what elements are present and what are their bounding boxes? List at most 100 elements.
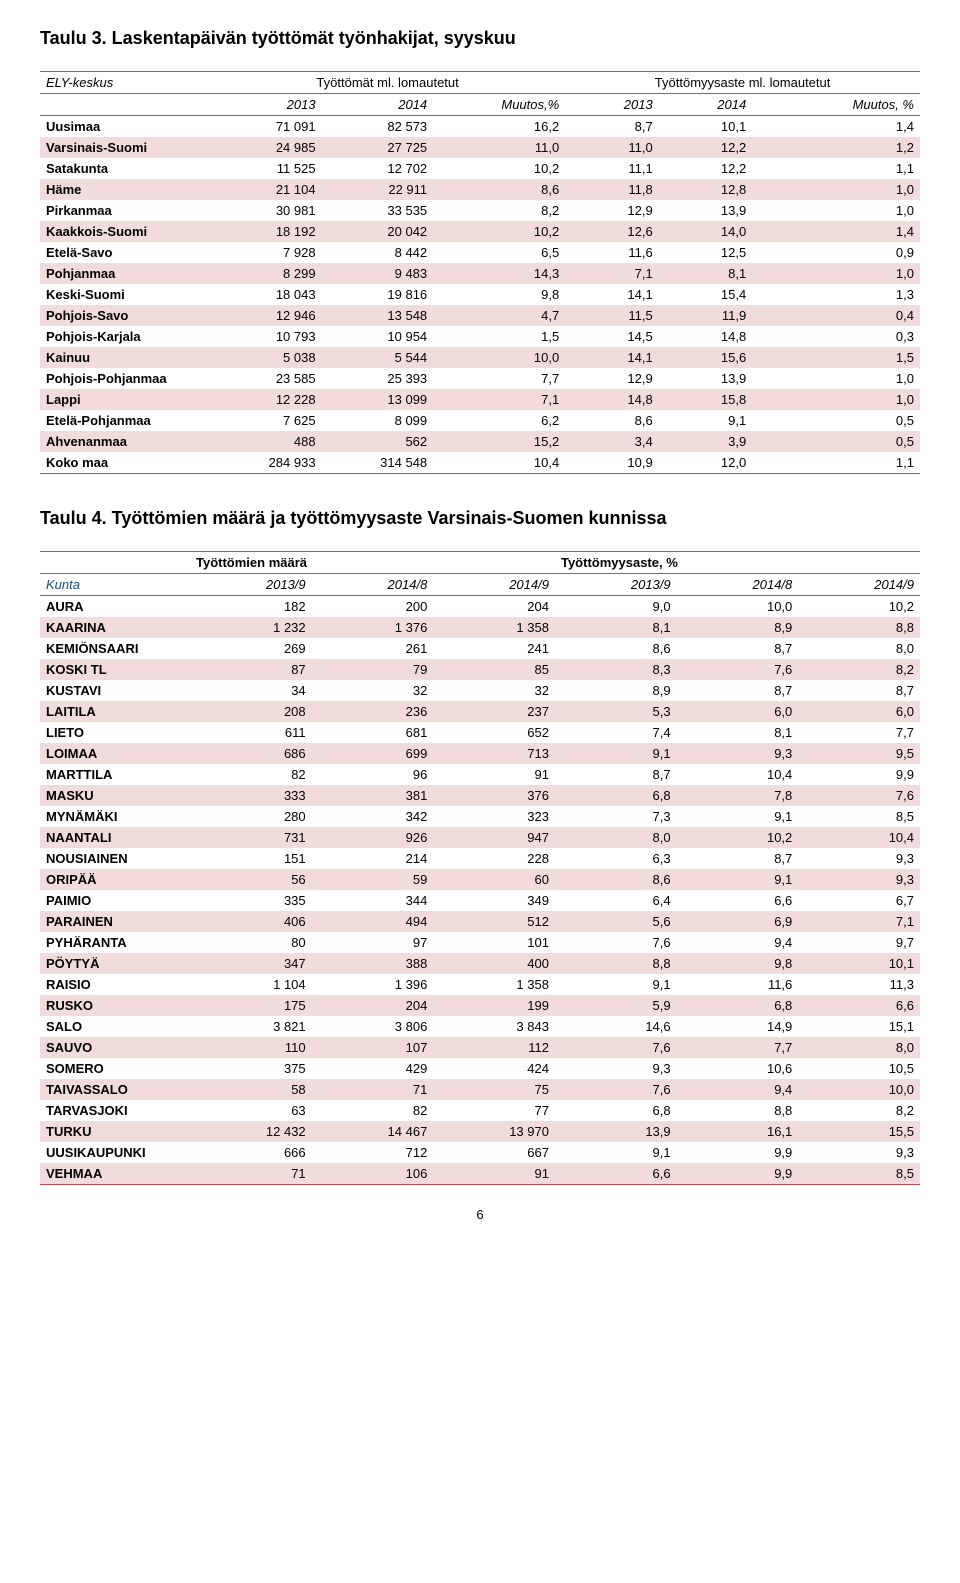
- cell: 10,4: [433, 452, 565, 474]
- cell: 75: [433, 1079, 555, 1100]
- cell: 947: [433, 827, 555, 848]
- col: 2014/8: [312, 574, 434, 596]
- cell: 562: [322, 431, 434, 452]
- cell: 10,2: [677, 827, 799, 848]
- row-name: NOUSIAINEN: [40, 848, 190, 869]
- cell: 6,9: [677, 911, 799, 932]
- cell: 699: [312, 743, 434, 764]
- cell: 6,8: [555, 785, 677, 806]
- cell: 0,4: [752, 305, 920, 326]
- cell: 6,6: [798, 995, 920, 1016]
- cell: 6,0: [798, 701, 920, 722]
- cell: 199: [433, 995, 555, 1016]
- col: 2013/9: [555, 574, 677, 596]
- cell: 11,8: [565, 179, 659, 200]
- table4-title: Taulu 4. Työttömien määrä ja työttömyysa…: [40, 508, 920, 529]
- cell: 3,9: [659, 431, 753, 452]
- row-name: TAIVASSALO: [40, 1079, 190, 1100]
- cell: 14,9: [677, 1016, 799, 1037]
- cell: 8,0: [555, 827, 677, 848]
- cell: 15,8: [659, 389, 753, 410]
- table4-header-cols: Kunta 2013/9 2014/8 2014/9 2013/9 2014/8…: [40, 574, 920, 596]
- cell: 10,0: [798, 1079, 920, 1100]
- cell: 666: [190, 1142, 312, 1163]
- cell: 3 843: [433, 1016, 555, 1037]
- cell: 488: [210, 431, 322, 452]
- cell: 8,0: [798, 1037, 920, 1058]
- cell: 208: [190, 701, 312, 722]
- cell: 9,8: [433, 284, 565, 305]
- cell: 6,0: [677, 701, 799, 722]
- cell: 15,6: [659, 347, 753, 368]
- cell: 24 985: [210, 137, 322, 158]
- row-name: Pohjanmaa: [40, 263, 210, 284]
- cell: 12,5: [659, 242, 753, 263]
- cell: 106: [312, 1163, 434, 1185]
- table-row: KOSKI TL8779858,37,68,2: [40, 659, 920, 680]
- row-name: SOMERO: [40, 1058, 190, 1079]
- table-row: MYNÄMÄKI2803423237,39,18,5: [40, 806, 920, 827]
- row-name: MYNÄMÄKI: [40, 806, 190, 827]
- row-name: VEHMAA: [40, 1163, 190, 1185]
- cell: 96: [312, 764, 434, 785]
- row-name: SALO: [40, 1016, 190, 1037]
- cell: 3 806: [312, 1016, 434, 1037]
- cell: 8,9: [555, 680, 677, 701]
- cell: 8,6: [555, 869, 677, 890]
- cell: 7,7: [433, 368, 565, 389]
- cell: 1,2: [752, 137, 920, 158]
- col: Muutos, %: [752, 94, 920, 116]
- cell: 23 585: [210, 368, 322, 389]
- cell: 9,4: [677, 1079, 799, 1100]
- cell: 14,3: [433, 263, 565, 284]
- table-row: Pohjois-Pohjanmaa23 58525 3937,712,913,9…: [40, 368, 920, 389]
- cell: 58: [190, 1079, 312, 1100]
- row-name: Pohjois-Savo: [40, 305, 210, 326]
- table-row: Etelä-Savo7 9288 4426,511,612,50,9: [40, 242, 920, 263]
- row-name: PAIMIO: [40, 890, 190, 911]
- cell: 9,1: [555, 974, 677, 995]
- cell: 11,1: [565, 158, 659, 179]
- row-name: Pohjois-Pohjanmaa: [40, 368, 210, 389]
- cell: 12,2: [659, 158, 753, 179]
- row-name: Pohjois-Karjala: [40, 326, 210, 347]
- cell: 1 232: [190, 617, 312, 638]
- cell: 3 821: [190, 1016, 312, 1037]
- cell: 14,8: [565, 389, 659, 410]
- cell: 280: [190, 806, 312, 827]
- cell: 30 981: [210, 200, 322, 221]
- cell: 182: [190, 596, 312, 618]
- cell: 10 954: [322, 326, 434, 347]
- cell: 82: [190, 764, 312, 785]
- table-row: NOUSIAINEN1512142286,38,79,3: [40, 848, 920, 869]
- table-row: SAUVO1101071127,67,78,0: [40, 1037, 920, 1058]
- row-name: MARTTILA: [40, 764, 190, 785]
- cell: 7 625: [210, 410, 322, 431]
- cell: 8,7: [677, 638, 799, 659]
- cell: 6,6: [555, 1163, 677, 1185]
- cell: 9,4: [677, 932, 799, 953]
- cell: 7,6: [798, 785, 920, 806]
- cell: 13,9: [555, 1121, 677, 1142]
- cell: 1,0: [752, 389, 920, 410]
- cell: 101: [433, 932, 555, 953]
- row-name: Ahvenanmaa: [40, 431, 210, 452]
- cell: 12,8: [659, 179, 753, 200]
- table-row: TARVASJOKI6382776,88,88,2: [40, 1100, 920, 1121]
- cell: 8,1: [677, 722, 799, 743]
- cell: 9,3: [677, 743, 799, 764]
- group-left: Työttömät ml. lomautetut: [210, 72, 565, 94]
- table-row: Satakunta11 52512 70210,211,112,21,1: [40, 158, 920, 179]
- cell: 6,2: [433, 410, 565, 431]
- cell: 9,1: [555, 1142, 677, 1163]
- cell: 204: [312, 995, 434, 1016]
- cell: 27 725: [322, 137, 434, 158]
- cell: 13 099: [322, 389, 434, 410]
- row-name: Satakunta: [40, 158, 210, 179]
- cell: 7,3: [555, 806, 677, 827]
- col-kunta: Kunta: [40, 574, 190, 596]
- cell: 18 043: [210, 284, 322, 305]
- cell: 314 548: [322, 452, 434, 474]
- cell: 1,4: [752, 221, 920, 242]
- cell: 9,1: [677, 869, 799, 890]
